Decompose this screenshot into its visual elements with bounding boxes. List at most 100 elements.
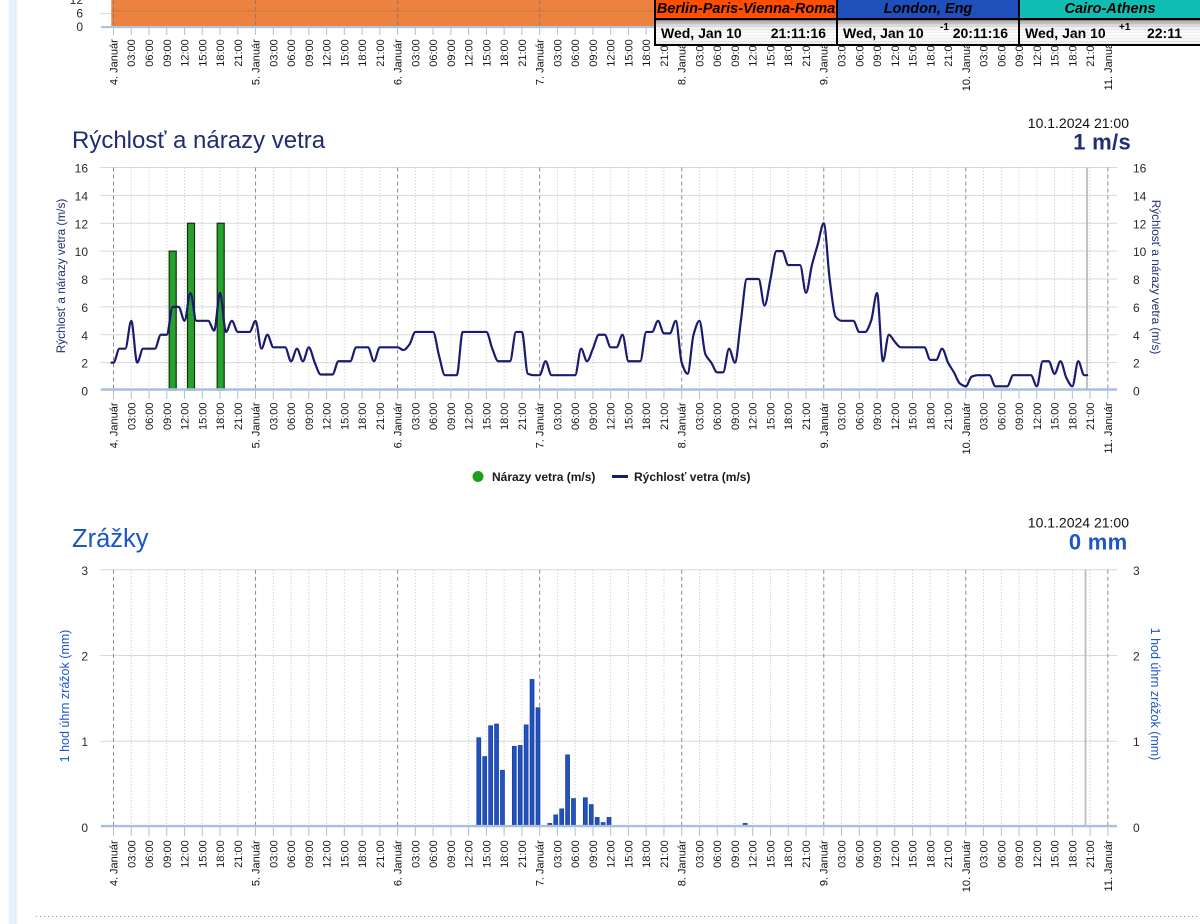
svg-text:14: 14: [1133, 189, 1147, 203]
svg-text:6: 6: [81, 301, 88, 315]
svg-text:06:00: 06:00: [712, 840, 724, 868]
svg-text:06:00: 06:00: [854, 840, 866, 868]
svg-text:8. Január: 8. Január: [677, 402, 689, 448]
svg-text:18:00: 18:00: [925, 403, 937, 431]
svg-text:0: 0: [1133, 821, 1140, 835]
svg-text:21:00: 21:00: [375, 39, 387, 67]
svg-text:7. Január: 7. Január: [535, 402, 547, 448]
svg-text:21:00: 21:00: [375, 403, 387, 431]
svg-text:06:00: 06:00: [144, 403, 156, 431]
svg-text:09:00: 09:00: [162, 403, 174, 431]
svg-text:03:00: 03:00: [979, 403, 991, 431]
svg-text:03:00: 03:00: [694, 840, 706, 868]
svg-text:21:00: 21:00: [1085, 403, 1097, 431]
svg-text:03:00: 03:00: [694, 403, 706, 431]
svg-text:18:00: 18:00: [357, 403, 369, 431]
svg-text:12:00: 12:00: [748, 840, 760, 868]
svg-text:18:00: 18:00: [1067, 403, 1079, 431]
svg-text:6: 6: [76, 6, 83, 20]
svg-text:8: 8: [1133, 273, 1140, 287]
svg-text:Rýchlosť a nárazy vetra: Rýchlosť a nárazy vetra: [72, 127, 326, 154]
svg-text:06:00: 06:00: [570, 39, 582, 67]
svg-text:09:00: 09:00: [162, 39, 174, 67]
svg-text:12:00: 12:00: [1032, 39, 1044, 67]
svg-text:18:00: 18:00: [499, 840, 511, 868]
svg-text:18:00: 18:00: [925, 39, 937, 67]
svg-text:Zrážky: Zrážky: [72, 525, 149, 553]
svg-text:15:00: 15:00: [197, 840, 209, 868]
svg-text:09:00: 09:00: [446, 840, 458, 868]
svg-text:0 mm: 0 mm: [1069, 530, 1128, 555]
svg-text:12: 12: [70, 0, 84, 7]
svg-text:10. Január: 10. Január: [961, 39, 973, 91]
svg-text:7. Január: 7. Január: [535, 840, 547, 886]
svg-text:4. Január: 4. Január: [109, 402, 121, 448]
svg-text:12:00: 12:00: [464, 403, 476, 431]
svg-text:10.1.2024 21:00: 10.1.2024 21:00: [1028, 515, 1129, 531]
svg-text:2: 2: [81, 357, 88, 371]
svg-text:21:00: 21:00: [943, 403, 955, 431]
svg-text:03:00: 03:00: [552, 840, 564, 868]
svg-text:03:00: 03:00: [837, 39, 849, 67]
svg-text:03:00: 03:00: [126, 840, 138, 868]
svg-text:18:00: 18:00: [215, 403, 227, 431]
svg-text:06:00: 06:00: [996, 840, 1008, 868]
svg-text:18:00: 18:00: [641, 840, 653, 868]
svg-text:10: 10: [75, 245, 89, 259]
svg-text:09:00: 09:00: [1014, 840, 1026, 868]
svg-text:09:00: 09:00: [446, 39, 458, 67]
svg-text:16: 16: [1133, 162, 1147, 176]
svg-text:0: 0: [1133, 385, 1140, 399]
svg-text:18:00: 18:00: [641, 39, 653, 67]
svg-text:1: 1: [1133, 735, 1140, 749]
svg-text:8: 8: [81, 273, 88, 287]
svg-text:16: 16: [75, 162, 89, 176]
svg-text:6. Január: 6. Január: [393, 39, 405, 85]
svg-text:10: 10: [1133, 245, 1147, 259]
svg-text:03:00: 03:00: [837, 403, 849, 431]
svg-text:03:00: 03:00: [979, 39, 991, 67]
svg-text:21:00: 21:00: [659, 840, 671, 868]
svg-text:15:00: 15:00: [908, 39, 920, 67]
svg-text:03:00: 03:00: [126, 39, 138, 67]
svg-text:18:00: 18:00: [641, 403, 653, 431]
svg-text:12:00: 12:00: [180, 39, 192, 67]
svg-text:12:00: 12:00: [180, 403, 192, 431]
svg-text:15:00: 15:00: [1050, 39, 1062, 67]
svg-text:21:00: 21:00: [943, 39, 955, 67]
svg-text:21:00: 21:00: [233, 840, 245, 868]
svg-text:12:00: 12:00: [322, 403, 334, 431]
svg-text:03:00: 03:00: [837, 840, 849, 868]
svg-text:06:00: 06:00: [428, 403, 440, 431]
svg-text:21:00: 21:00: [659, 403, 671, 431]
svg-text:09:00: 09:00: [446, 403, 458, 431]
svg-text:12:00: 12:00: [322, 39, 334, 67]
svg-text:06:00: 06:00: [286, 39, 298, 67]
svg-text:18:00: 18:00: [357, 39, 369, 67]
svg-text:06:00: 06:00: [854, 39, 866, 67]
svg-text:1: 1: [81, 735, 88, 749]
svg-text:18:00: 18:00: [1067, 840, 1079, 868]
svg-text:10. Január: 10. Január: [961, 840, 973, 892]
svg-text:09:00: 09:00: [304, 840, 316, 868]
svg-text:12:00: 12:00: [606, 403, 618, 431]
svg-text:9. Január: 9. Január: [819, 39, 831, 85]
svg-text:09:00: 09:00: [872, 403, 884, 431]
svg-text:2: 2: [81, 650, 88, 664]
svg-text:06:00: 06:00: [570, 403, 582, 431]
svg-text:18:00: 18:00: [215, 39, 227, 67]
svg-text:11. Január: 11. Január: [1103, 39, 1115, 91]
svg-text:03:00: 03:00: [126, 403, 138, 431]
svg-text:5. Január: 5. Január: [251, 39, 263, 85]
svg-text:5. Január: 5. Január: [251, 840, 263, 886]
svg-text:21:00: 21:00: [659, 39, 671, 67]
svg-text:09:00: 09:00: [730, 840, 742, 868]
svg-text:21:00: 21:00: [233, 403, 245, 431]
svg-text:3: 3: [81, 564, 88, 578]
svg-text:21:00: 21:00: [1085, 39, 1097, 67]
svg-text:03:00: 03:00: [268, 39, 280, 67]
svg-text:1 hod úhrn zrážok (mm): 1 hod úhrn zrážok (mm): [58, 630, 72, 763]
svg-text:03:00: 03:00: [410, 840, 422, 868]
svg-text:15:00: 15:00: [765, 840, 777, 868]
svg-text:15:00: 15:00: [481, 39, 493, 67]
